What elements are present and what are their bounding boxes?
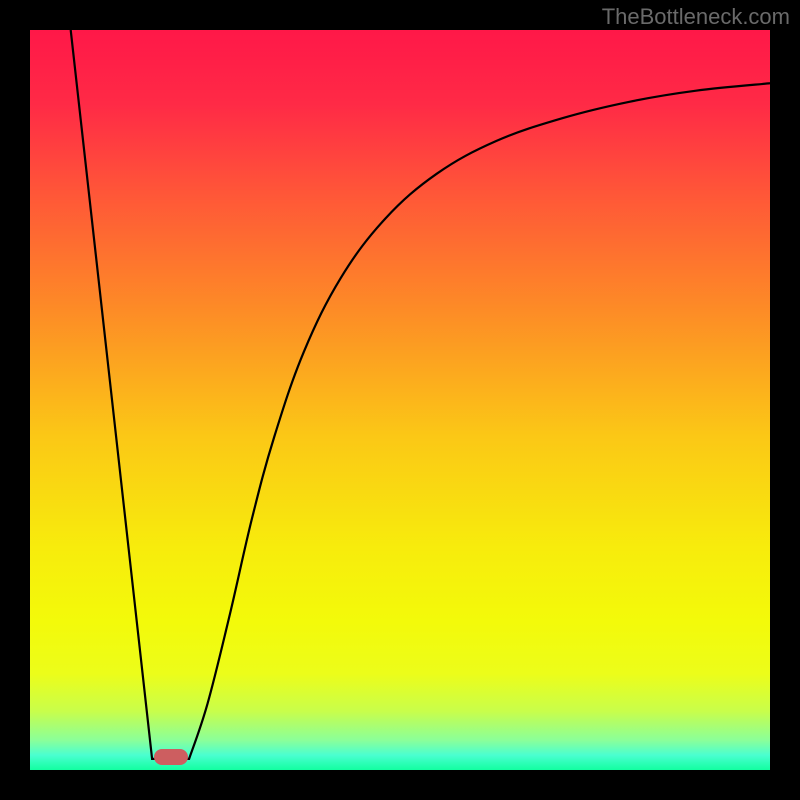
watermark-text: TheBottleneck.com bbox=[602, 4, 790, 30]
optimum-marker bbox=[154, 749, 188, 765]
plot-area bbox=[30, 30, 770, 770]
chart-frame: TheBottleneck.com bbox=[0, 0, 800, 800]
bottleneck-curve bbox=[30, 30, 770, 770]
